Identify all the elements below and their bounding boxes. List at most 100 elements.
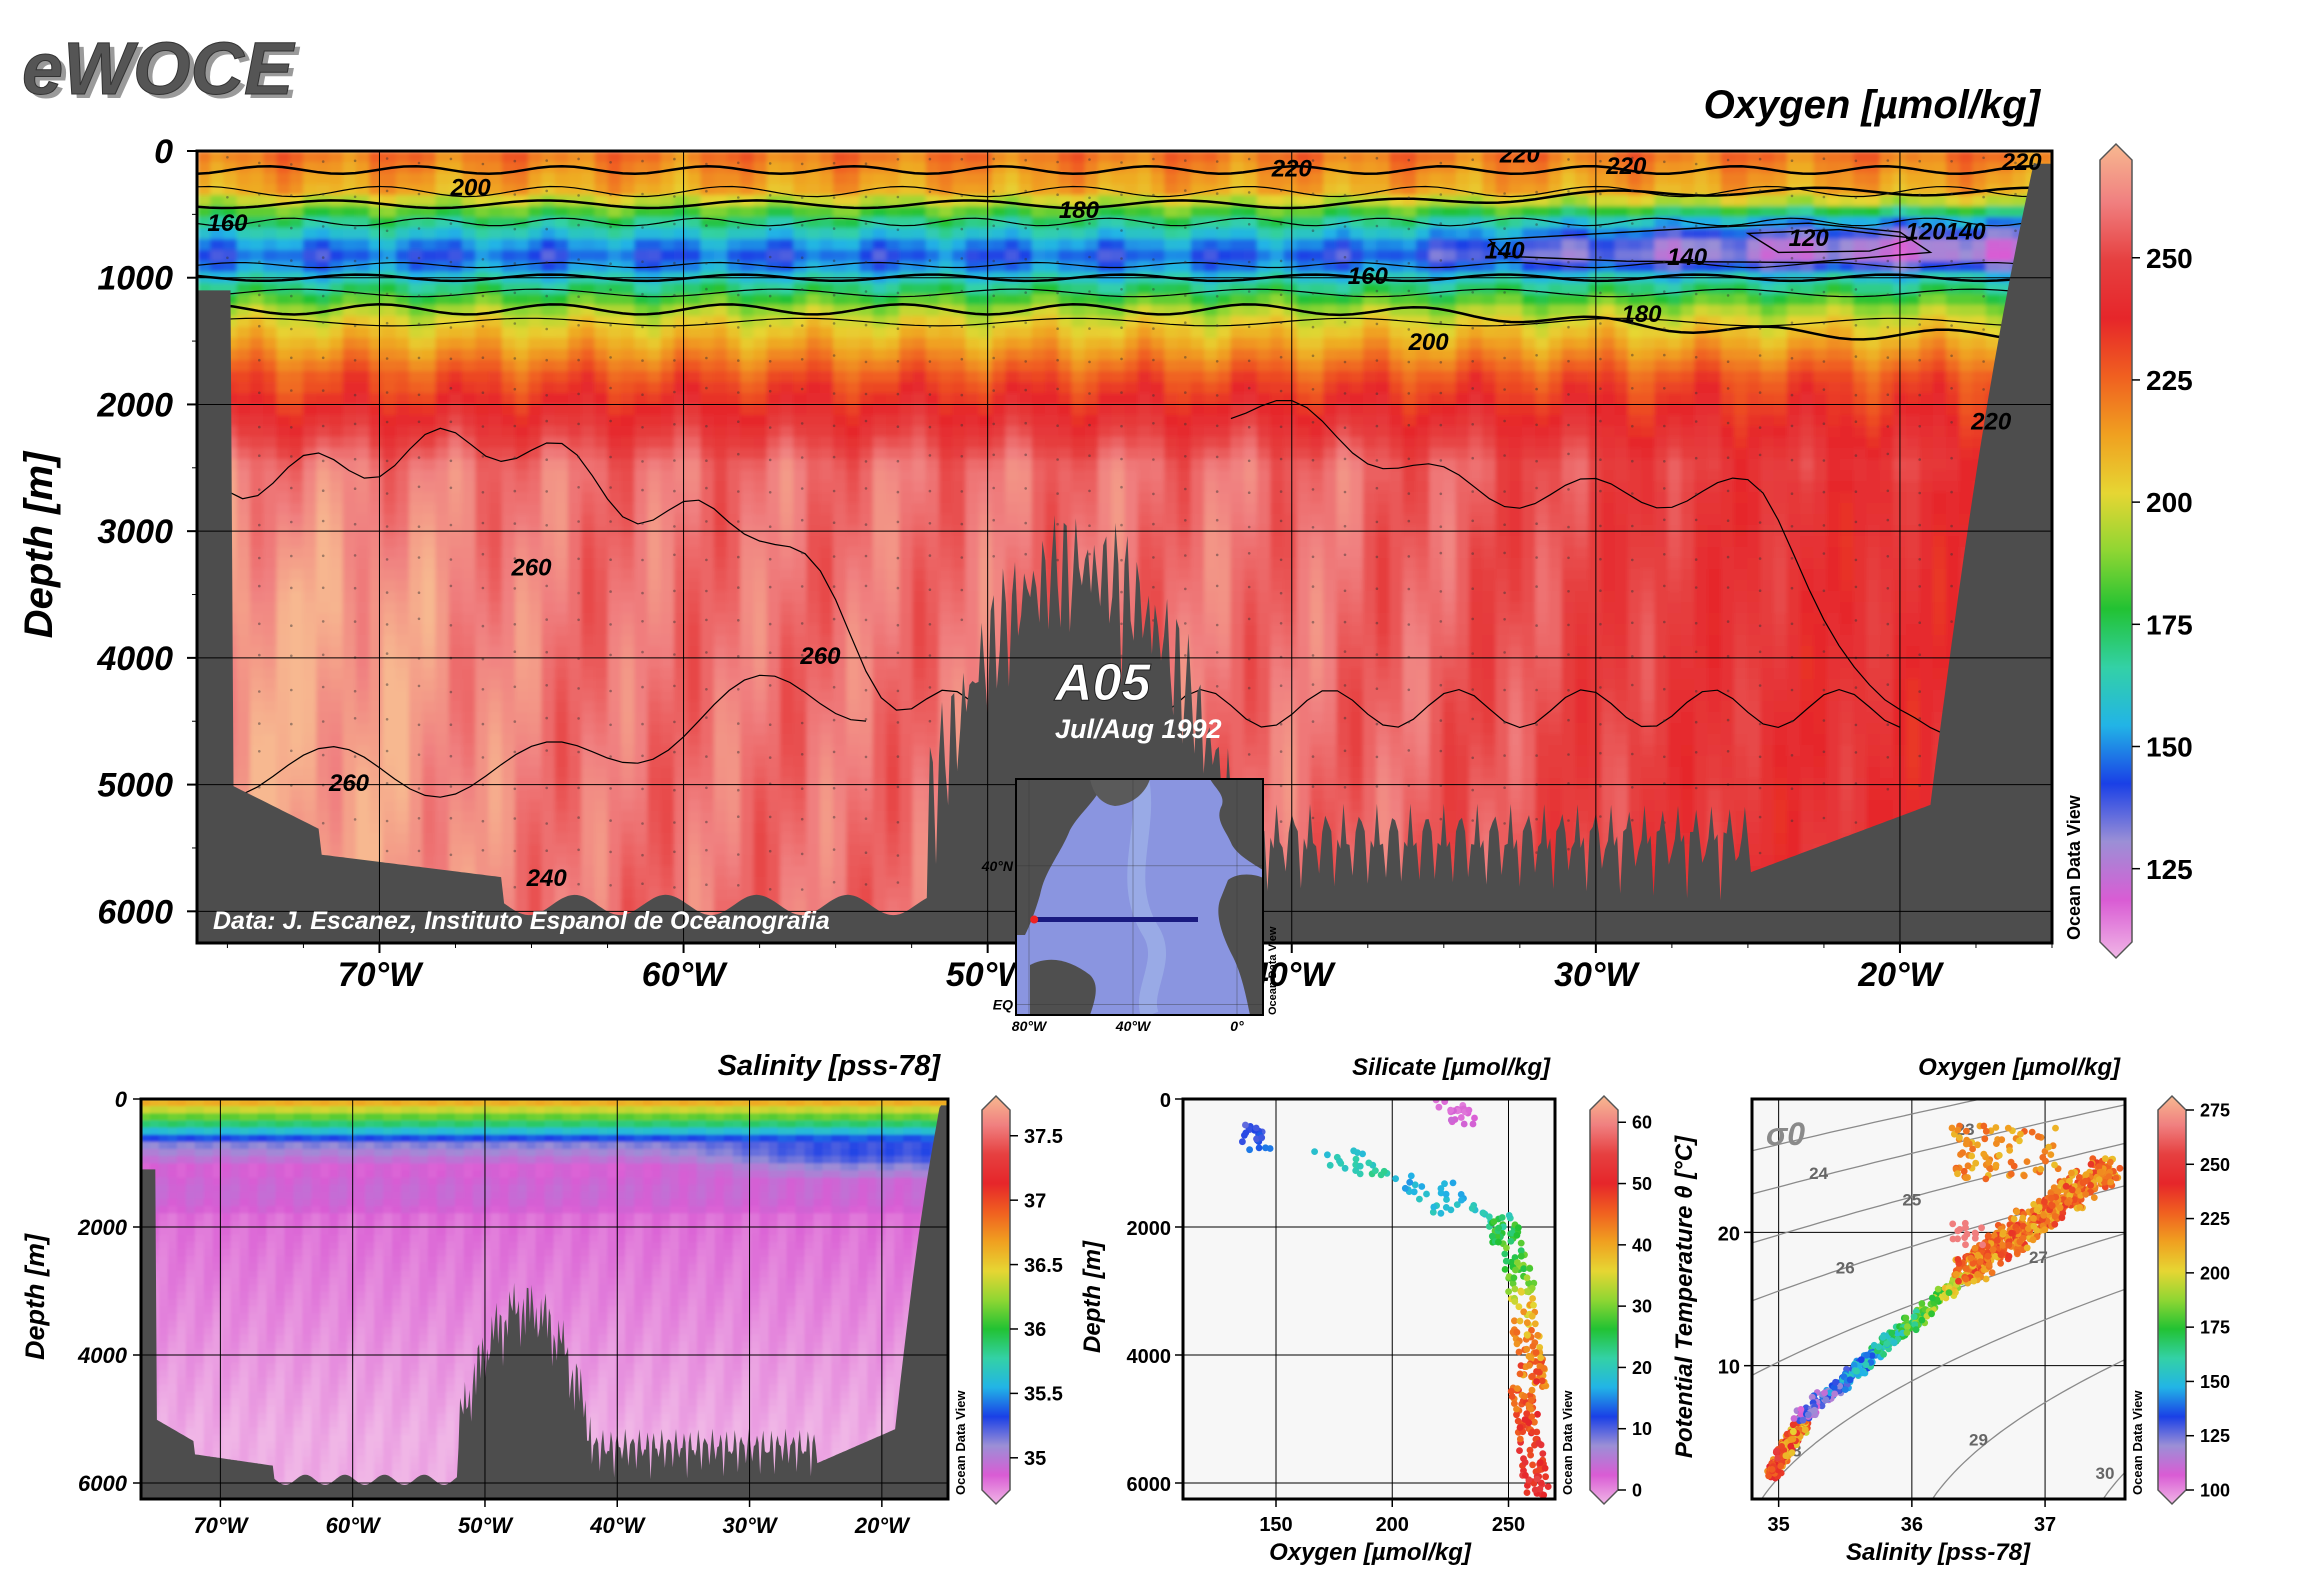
- oxygen-cell: [250, 690, 265, 702]
- oxygen-cell: [501, 393, 517, 405]
- oxygen-cell: [554, 415, 570, 427]
- oxygen-cell: [303, 470, 318, 482]
- oxygen-cell: [369, 184, 384, 196]
- oxygen-cell: [501, 470, 517, 482]
- oxygen-cell: [700, 624, 715, 636]
- oxygen-cell: [753, 316, 768, 328]
- oxygen-cell: [806, 206, 821, 218]
- oxygen-cell: [263, 778, 278, 790]
- oxygen-cell: [700, 217, 715, 229]
- oxygen-cell: [541, 448, 556, 460]
- oxygen-cell: [793, 393, 808, 405]
- oxygen-cell: [289, 371, 305, 383]
- oxygen-cell: [501, 371, 517, 383]
- oxygen-cell: [1045, 250, 1060, 262]
- oxygen-cell: [793, 591, 808, 603]
- oxygen-cell: [356, 371, 371, 383]
- oxygen-cell: [660, 382, 676, 394]
- oxygen-cell: [515, 415, 530, 427]
- oxygen-cell: [448, 657, 464, 669]
- oxygen-cell: [806, 778, 821, 790]
- oxygen-cell: [819, 415, 835, 427]
- oxygen-cell: [501, 888, 517, 900]
- oxygen-cell: [621, 734, 636, 746]
- oxygen-cell: [819, 690, 835, 702]
- oxygen-cell: [395, 217, 411, 229]
- oxygen-cell: [475, 316, 490, 328]
- oxygen-cell: [422, 613, 437, 625]
- oxygen-cell: [488, 778, 503, 790]
- oxygen-cell: [992, 327, 1007, 339]
- oxygen-cell: [581, 558, 596, 570]
- oxygen-cell: [753, 866, 768, 878]
- oxygen-cell: [1045, 151, 1060, 163]
- oxygen-cell: [1018, 514, 1033, 526]
- oxygen-cell: [382, 767, 397, 779]
- oxygen-cell: [329, 712, 344, 724]
- oxygen-cell: [793, 382, 808, 394]
- oxygen-cell: [356, 261, 371, 273]
- oxygen-cell: [740, 217, 755, 229]
- oxygen-cell: [568, 536, 583, 548]
- oxygen-cell: [780, 668, 795, 680]
- oxygen-cell: [872, 745, 888, 757]
- oxygen-cell: [422, 701, 437, 713]
- oxygen-cell: [740, 426, 755, 438]
- oxygen-cell: [846, 327, 861, 339]
- oxygen-cell: [289, 382, 305, 394]
- oxygen-cell: [263, 756, 278, 768]
- oxygen-cell: [833, 877, 848, 889]
- oxygen-cell: [568, 646, 583, 658]
- oxygen-cell: [475, 734, 490, 746]
- oxygen-cell: [952, 437, 967, 449]
- oxygen-cell: [250, 393, 265, 405]
- oxygen-cell: [1045, 437, 1060, 449]
- oxygen-cell: [475, 613, 490, 625]
- oxygen-cell: [793, 811, 808, 823]
- oxygen-cell: [965, 316, 980, 328]
- oxygen-cell: [978, 404, 994, 416]
- oxygen-cell: [435, 844, 450, 856]
- oxygen-cell: [939, 316, 954, 328]
- oxygen-cell: [621, 800, 636, 812]
- oxygen-cell: [660, 734, 676, 746]
- oxygen-cell: [462, 536, 477, 548]
- oxygen-cell: [250, 613, 265, 625]
- oxygen-cell: [382, 283, 397, 295]
- oxygen-cell: [912, 558, 927, 570]
- oxygen-cell: [1084, 195, 1100, 207]
- oxygen-cell: [554, 448, 570, 460]
- oxygen-cell: [687, 657, 702, 669]
- oxygen-cell: [700, 338, 715, 350]
- oxygen-cell: [1005, 558, 1020, 570]
- oxygen-cell: [1045, 470, 1060, 482]
- oxygen-cell: [1031, 338, 1047, 350]
- oxygen-cell: [581, 800, 596, 812]
- oxygen-cell: [939, 393, 954, 405]
- oxygen-cell: [422, 481, 437, 493]
- oxygen-cell: [674, 668, 689, 680]
- oxygen-cell: [674, 646, 689, 658]
- oxygen-cell: [952, 371, 967, 383]
- oxygen-cell: [462, 800, 477, 812]
- oxygen-cell: [1018, 349, 1033, 361]
- oxygen-cell: [581, 151, 596, 163]
- oxygen-cell: [289, 514, 305, 526]
- oxygen-cell: [1031, 217, 1047, 229]
- oxygen-cell: [515, 635, 530, 647]
- oxygen-cell: [475, 646, 490, 658]
- oxygen-cell: [621, 866, 636, 878]
- oxygen-cell: [236, 404, 252, 416]
- oxygen-cell: [634, 877, 649, 889]
- oxygen-cell: [607, 316, 623, 328]
- oxygen-cell: [952, 470, 967, 482]
- oxygen-cell: [899, 679, 914, 691]
- oxygen-cell: [409, 393, 424, 405]
- oxygen-cell: [435, 580, 450, 592]
- oxygen-cell: [740, 558, 755, 570]
- oxygen-cell: [329, 360, 344, 372]
- oxygen-cell: [382, 756, 397, 768]
- oxygen-cell: [647, 360, 662, 372]
- oxygen-cell: [806, 668, 821, 680]
- oxygen-cell: [435, 855, 450, 867]
